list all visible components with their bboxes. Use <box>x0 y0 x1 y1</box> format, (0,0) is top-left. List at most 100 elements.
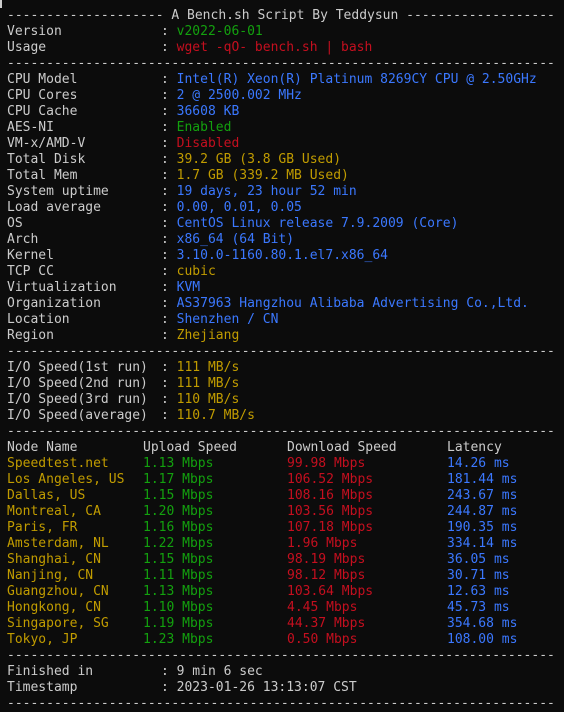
speedtest-row: Speedtest.net 1.13 Mbps 99.98 Mbps 14.26 ms <box>7 456 559 472</box>
sysinfo-row: CPU Model: Intel(R) Xeon(R) Platinum 826… <box>7 72 537 87</box>
latency: 181.44 ms <box>447 472 518 487</box>
upload-speed: 1.22 Mbps <box>143 536 214 551</box>
io-label: I/O Speed(3rd run) <box>7 392 148 407</box>
timestamp-label: Timestamp <box>7 680 78 695</box>
io-speed-section: I/O Speed(1st run): 111 MB/s I/O Speed(2n… <box>7 360 559 424</box>
sysinfo-value: x86_64 (64 Bit) <box>176 232 295 247</box>
io-label: I/O Speed(average) <box>7 408 148 423</box>
sysinfo-label: TCP CC <box>7 264 54 279</box>
io-value: 111 MB/s <box>176 376 240 391</box>
upload-speed: 1.15 Mbps <box>143 552 214 567</box>
download-speed: 1.96 Mbps <box>287 536 358 551</box>
io-value: 111 MB/s <box>176 360 240 375</box>
sysinfo-row: System uptime: 19 days, 23 hour 52 min <box>7 184 357 199</box>
sysinfo-value: 2 @ 2500.002 MHz <box>176 88 302 103</box>
sysinfo-row: Kernel: 3.10.0-1160.80.1.el7.x86_64 <box>7 248 388 263</box>
io-label: I/O Speed(1st run) <box>7 360 148 375</box>
node-name: Hongkong, CN <box>7 600 101 615</box>
sysinfo-row: Region: Zhejiang <box>7 328 240 343</box>
finished-label: Finished in <box>7 664 94 679</box>
separator-line: ----------------------------------------… <box>7 696 555 711</box>
separator-line: ----------------------------------------… <box>7 424 555 439</box>
sysinfo-value: Disabled <box>176 136 240 151</box>
sysinfo-row: Total Mem: 1.7 GB (339.2 MB Used) <box>7 168 349 183</box>
download-speed: 98.19 Mbps <box>287 552 366 567</box>
speedtest-row: Dallas, US 1.15 Mbps 108.16 Mbps 243.67 ms <box>7 488 559 504</box>
sysinfo-value: Zhejiang <box>176 328 240 343</box>
version-label: Version <box>7 24 62 39</box>
sysinfo-row: Location: Shenzhen / CN <box>7 312 279 327</box>
scroll-edge <box>0 0 2 8</box>
download-speed: 44.37 Mbps <box>287 616 366 631</box>
node-name: Paris, FR <box>7 520 78 535</box>
io-row: I/O Speed(1st run): 111 MB/s <box>7 360 240 375</box>
node-name: Los Angeles, US <box>7 472 125 487</box>
latency: 190.35 ms <box>447 520 518 535</box>
download-speed: 99.98 Mbps <box>287 456 366 471</box>
separator-line: ----------------------------------------… <box>7 344 555 359</box>
node-name: Tokyo, JP <box>7 632 78 647</box>
upload-speed: 1.23 Mbps <box>143 632 214 647</box>
download-speed: 107.18 Mbps <box>287 520 374 535</box>
sysinfo-row: CPU Cache: 36608 KB <box>7 104 240 119</box>
sysinfo-label: Load average <box>7 200 101 215</box>
sysinfo-label: Kernel <box>7 248 54 263</box>
usage-value: wget -qO- bench.sh | bash <box>176 40 373 55</box>
system-info-section: CPU Model: Intel(R) Xeon(R) Platinum 826… <box>7 72 559 344</box>
node-name: Dallas, US <box>7 488 86 503</box>
sysinfo-row: AES-NI: Enabled <box>7 120 232 135</box>
upload-speed: 1.16 Mbps <box>143 520 214 535</box>
latency: 244.87 ms <box>447 504 518 519</box>
upload-speed: 1.10 Mbps <box>143 600 214 615</box>
latency: 30.71 ms <box>447 568 510 583</box>
sysinfo-row: VM-x/AMD-V: Disabled <box>7 136 240 151</box>
speedtest-row: Hongkong, CN 1.10 Mbps 4.45 Mbps 45.73 ms <box>7 600 559 616</box>
speedtest-row: Shanghai, CN 1.15 Mbps 98.19 Mbps 36.05 ms <box>7 552 559 568</box>
download-speed: 106.52 Mbps <box>287 472 374 487</box>
download-speed: 103.56 Mbps <box>287 504 374 519</box>
sysinfo-row: Organization: AS37963 Hangzhou Alibaba A… <box>7 296 529 311</box>
sysinfo-label: Organization <box>7 296 101 311</box>
io-label: I/O Speed(2nd run) <box>7 376 148 391</box>
sysinfo-label: Total Disk <box>7 152 86 167</box>
banner-line: -------------------- A Bench.sh Script B… <box>7 8 555 23</box>
io-row: I/O Speed(3rd run): 110 MB/s <box>7 392 240 407</box>
sysinfo-row: CPU Cores: 2 @ 2500.002 MHz <box>7 88 302 103</box>
sysinfo-label: Region <box>7 328 54 343</box>
node-name: Guangzhou, CN <box>7 584 109 599</box>
sysinfo-row: Arch: x86_64 (64 Bit) <box>7 232 295 247</box>
node-name: Montreal, CA <box>7 504 101 519</box>
version-line: Version: v2022-06-01 <box>7 24 263 39</box>
sysinfo-label: AES-NI <box>7 120 54 135</box>
usage-label: Usage <box>7 40 47 55</box>
latency: 108.00 ms <box>447 632 518 647</box>
speedtest-row: Paris, FR 1.16 Mbps 107.18 Mbps 190.35 ms <box>7 520 559 536</box>
finished-value: 9 min 6 sec <box>176 664 263 679</box>
speedtest-row: Nanjing, CN 1.11 Mbps 98.12 Mbps 30.71 ms <box>7 568 559 584</box>
speedtest-row: Tokyo, JP 1.23 Mbps 0.50 Mbps 108.00 ms <box>7 632 559 648</box>
usage-line: Usage: wget -qO- bench.sh | bash <box>7 40 373 55</box>
sysinfo-label: CPU Cache <box>7 104 78 119</box>
speedtest-row: Montreal, CA 1.20 Mbps 103.56 Mbps 244.87 m… <box>7 504 559 520</box>
speedtest-rows: Speedtest.net 1.13 Mbps 99.98 Mbps 14.26 ms… <box>7 456 559 648</box>
download-speed: 0.50 Mbps <box>287 632 358 647</box>
node-name: Nanjing, CN <box>7 568 94 583</box>
terminal-output: -------------------- A Bench.sh Script B… <box>7 8 559 712</box>
sysinfo-label: VM-x/AMD-V <box>7 136 86 151</box>
sysinfo-value: 3.10.0-1160.80.1.el7.x86_64 <box>176 248 388 263</box>
sysinfo-value: 0.00, 0.01, 0.05 <box>176 200 302 215</box>
node-name: Amsterdam, NL <box>7 536 109 551</box>
node-name: Singapore, SG <box>7 616 109 631</box>
download-speed: 4.45 Mbps <box>287 600 358 615</box>
latency: 354.68 ms <box>447 616 518 631</box>
speedtest-row: Amsterdam, NL 1.22 Mbps 1.96 Mbps 334.14 ms <box>7 536 559 552</box>
node-name: Speedtest.net <box>7 456 109 471</box>
upload-speed: 1.20 Mbps <box>143 504 214 519</box>
sysinfo-row: Virtualization: KVM <box>7 280 201 295</box>
sysinfo-label: OS <box>7 216 23 231</box>
header-upload-speed: Upload Speed <box>143 440 237 455</box>
timestamp-line: Timestamp: 2023-01-26 13:13:07 CST <box>7 680 357 695</box>
latency: 36.05 ms <box>447 552 510 567</box>
header-node-name: Node Name <box>7 440 78 455</box>
sysinfo-value: Shenzhen / CN <box>176 312 279 327</box>
